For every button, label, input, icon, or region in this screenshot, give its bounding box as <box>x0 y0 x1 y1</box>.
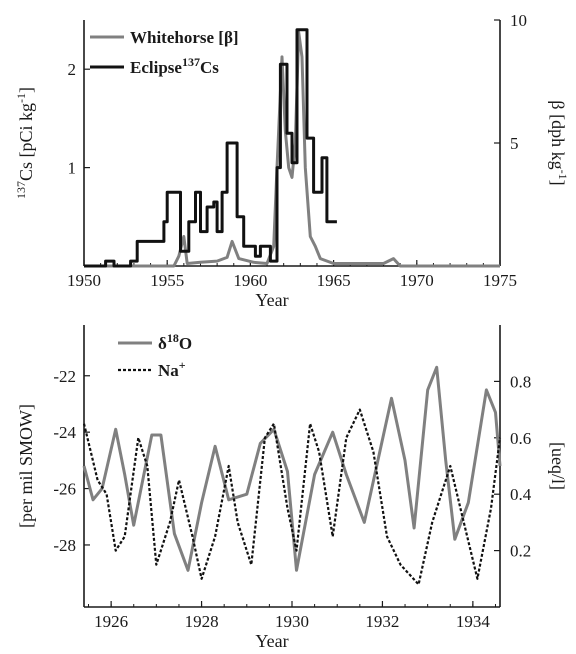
series-line-1 <box>82 365 502 572</box>
y-left-axis-label: 137Cs [pCi kg-1] <box>14 87 36 199</box>
x-tick-label: 1934 <box>456 612 491 631</box>
y-right-tick-label: 0.4 <box>510 485 532 504</box>
legend-label-1: Whitehorse [β] <box>130 28 239 47</box>
y-right-tick-label: 10 <box>510 11 527 30</box>
legend-label-1: δ18O <box>158 331 192 353</box>
series-line-2 <box>84 28 337 268</box>
y-left-tick-label: 2 <box>68 60 77 79</box>
y-right-tick-label: 0.2 <box>510 542 531 561</box>
x-tick-label: 1930 <box>275 612 309 631</box>
x-tick-label: 1955 <box>150 271 184 290</box>
series-line-1 <box>84 30 500 268</box>
x-tick-label: 1932 <box>365 612 399 631</box>
x-tick-label: 1926 <box>94 612 128 631</box>
chart-panel-1: 1950 1955 1960 1965 1970 1975 1 2 5 10 Year 137Cs [… <box>14 11 570 310</box>
y-left-tick-label: 1 <box>68 159 77 178</box>
y-left-tick-label: -22 <box>53 367 76 386</box>
x-axis-label: Year <box>255 631 288 651</box>
legend-label-2: Na+ <box>158 358 186 380</box>
x-axis-label: Year <box>255 290 288 310</box>
y-right-tick-label: 5 <box>510 134 519 153</box>
x-tick-label: 1965 <box>317 271 351 290</box>
x-tick-label: 1975 <box>483 271 517 290</box>
y-right-tick-label: 0.8 <box>510 372 531 391</box>
y-left-tick-label: -26 <box>53 480 76 499</box>
chart-panel-2: 1926 1928 1930 1932 1934 -22 -24 -26 -28 0.8 0.6 0.… <box>16 325 568 651</box>
y-right-axis-label: β [dph kg-1] <box>548 100 570 185</box>
y-right-axis-label: [ueq/l] <box>548 442 568 490</box>
y-left-tick-label: -28 <box>53 536 76 555</box>
legend-label-2: Eclipse137Cs <box>130 55 219 77</box>
y-right-tick-label: 0.6 <box>510 429 531 448</box>
x-tick-label: 1960 <box>233 271 267 290</box>
x-tick-label: 1970 <box>400 271 434 290</box>
y-left-axis-label: [per mil SMOW] <box>16 404 36 528</box>
x-tick-label: 1928 <box>185 612 219 631</box>
series-line-2 <box>82 408 502 586</box>
y-left-tick-label: -24 <box>53 423 76 442</box>
x-tick-label: 1950 <box>67 271 101 290</box>
